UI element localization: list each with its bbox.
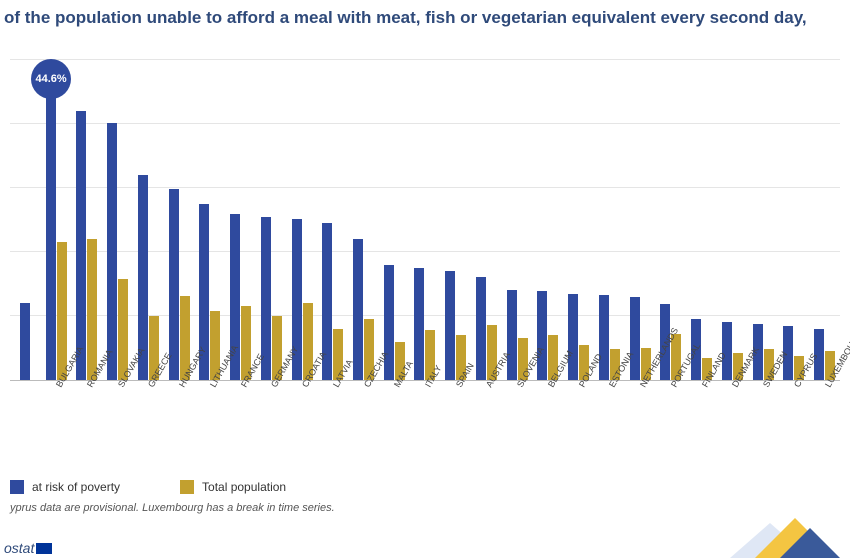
bar-risk (599, 295, 609, 380)
grid-line (10, 123, 840, 124)
decor-shape (700, 488, 840, 558)
bar-group (164, 189, 195, 380)
plot-region: 44.6% (10, 60, 840, 381)
bar-total (57, 242, 67, 380)
eurostat-brand: ostat (4, 540, 52, 556)
legend-swatch-total (180, 480, 194, 494)
bar-risk (76, 111, 86, 380)
chart-area: 44.6% BULGARIAROMANIASLOVAKIAGREECEHUNGA… (10, 60, 840, 430)
bar-risk (476, 277, 486, 380)
chart-title: of the population unable to afford a mea… (0, 8, 850, 28)
legend-label-total: Total population (202, 480, 286, 494)
bar-risk (445, 271, 455, 380)
brand-text: ostat (4, 540, 34, 556)
bar-risk (414, 268, 424, 380)
bar-risk (537, 291, 547, 380)
bar-risk (353, 239, 363, 380)
legend-swatch-risk (10, 480, 24, 494)
bar-risk (507, 290, 517, 380)
bar-group (71, 111, 102, 380)
bar-group (102, 123, 133, 380)
eu-flag-icon (36, 543, 52, 554)
bar-risk (568, 294, 578, 380)
bar-risk (20, 303, 30, 380)
legend: at risk of poverty Total population (10, 480, 286, 494)
bar-group-partial (10, 303, 41, 380)
grid-line (10, 59, 840, 60)
max-callout: 44.6% (31, 59, 71, 99)
legend-item-total: Total population (180, 480, 286, 494)
bar-risk (169, 189, 179, 380)
bar-risk (630, 297, 640, 380)
bar-risk (722, 322, 732, 380)
legend-label-risk: at risk of poverty (32, 480, 120, 494)
bar-risk (46, 95, 56, 380)
bar-risk (107, 123, 117, 380)
bar-group (41, 95, 72, 380)
bar-group (348, 239, 379, 380)
footnote: yprus data are provisional. Luxembourg h… (10, 502, 335, 514)
bar-total (87, 239, 97, 380)
legend-item-risk: at risk of poverty (10, 480, 120, 494)
